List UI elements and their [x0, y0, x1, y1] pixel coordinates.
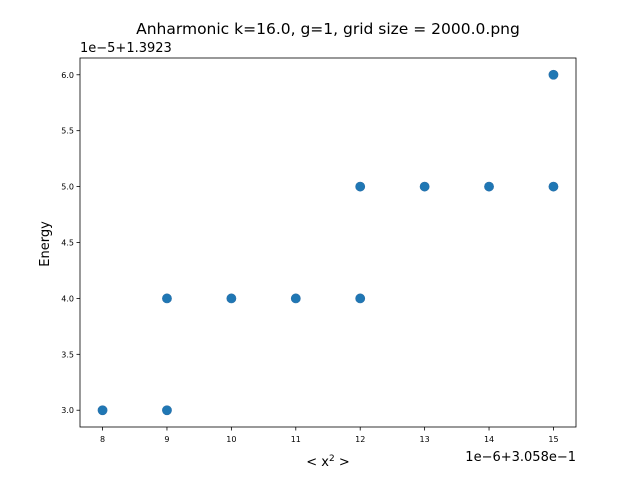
y-tick-label: 3.5: [61, 350, 74, 359]
x-axis-label-superscript: 2: [329, 454, 335, 464]
x-tick-label: 10: [226, 435, 236, 444]
data-point: [226, 293, 237, 304]
x-tick-label: 11: [291, 435, 301, 444]
data-point: [484, 181, 494, 192]
data-point: [97, 405, 108, 416]
y-axis-offset-label: 1e−5+1.3923: [80, 41, 172, 56]
data-point: [162, 405, 172, 416]
data-point: [162, 293, 172, 304]
data-point: [419, 181, 430, 192]
x-axis-label-suffix: >: [335, 455, 350, 470]
data-point: [548, 181, 559, 192]
x-axis-ticks: 8 9 10 11 12 13 14 15: [100, 427, 559, 444]
x-axis-label: < x2 >: [306, 454, 349, 470]
y-tick-label: 4.0: [61, 294, 74, 303]
data-point: [355, 293, 366, 304]
data-point: [548, 69, 559, 80]
y-tick-label: 5.0: [61, 183, 74, 192]
x-tick-label: 9: [164, 435, 169, 444]
y-axis-label: Energy: [38, 221, 53, 267]
x-axis-label-main: < x: [306, 455, 329, 470]
plot-area-frame: [79, 57, 577, 428]
y-tick-label: 6.0: [61, 71, 74, 80]
y-tick-label: 4.5: [61, 239, 74, 248]
x-tick-label: 8: [100, 435, 105, 444]
x-tick-label: 15: [548, 435, 558, 444]
data-points: [97, 69, 559, 416]
y-axis-ticks: 3.0 3.5 4.0 4.5 5.0 5.5 6.0: [61, 71, 80, 415]
y-tick-label: 5.5: [61, 127, 74, 136]
x-axis-offset-label: 1e−6+3.058e−1: [465, 450, 576, 465]
x-tick-label: 12: [355, 435, 365, 444]
x-tick-label: 13: [420, 435, 430, 444]
data-point: [355, 181, 366, 192]
x-tick-label: 14: [484, 435, 494, 444]
y-tick-label: 3.0: [61, 406, 74, 415]
data-point: [290, 293, 301, 304]
chart-title: Anharmonic k=16.0, g=1, grid size = 2000…: [136, 20, 520, 38]
